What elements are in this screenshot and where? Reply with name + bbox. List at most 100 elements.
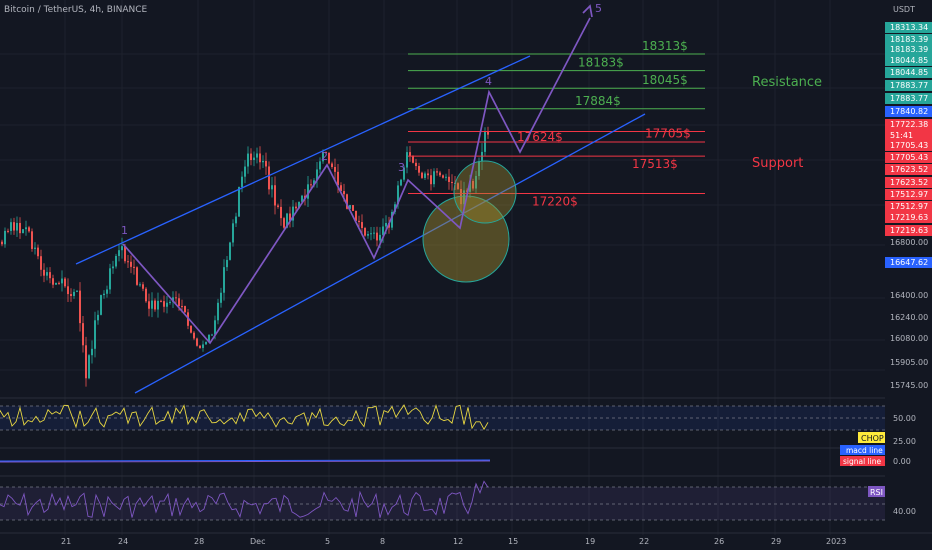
price-tag: 17623.52	[890, 165, 928, 174]
candle-body	[340, 185, 342, 192]
candle-body	[58, 282, 60, 284]
time-tick: 26	[714, 537, 724, 546]
resistance-label: 18183$	[578, 56, 624, 70]
candle-body	[229, 242, 231, 260]
candle-body	[202, 344, 204, 348]
time-tick: Dec	[250, 537, 265, 546]
candle-body	[220, 292, 222, 303]
time-tick: 2023	[826, 537, 846, 546]
candle-body	[334, 166, 336, 172]
candle-body	[424, 173, 426, 178]
price-tag-bg	[885, 80, 932, 91]
candle-body	[64, 278, 66, 287]
rsi-band	[0, 487, 885, 520]
candle-body	[385, 222, 387, 227]
wave-label: 3	[398, 161, 405, 174]
candle-body	[214, 320, 216, 335]
candle-body	[274, 185, 276, 206]
price-tag-bg	[885, 164, 932, 175]
candle-body	[397, 185, 399, 205]
candle-body	[250, 153, 252, 161]
candle-body	[82, 323, 84, 346]
candle-body	[289, 213, 291, 221]
candle-body	[286, 213, 288, 228]
candle-body	[448, 176, 450, 182]
candle-body	[346, 194, 348, 209]
candle-body	[376, 232, 378, 241]
price-tag-bg	[885, 106, 932, 117]
candle-body	[280, 206, 282, 219]
candle-body	[307, 184, 309, 199]
support-label: 17624$	[517, 130, 563, 144]
price-levels: 18313$ 18183$ 18045$ 17884$ 17705$ 17624$ 1751…	[408, 39, 822, 208]
candle-body	[43, 269, 45, 276]
candle-body	[178, 298, 180, 307]
candle-body	[73, 291, 75, 296]
candle-body	[313, 180, 315, 186]
price-tag: 16080.00	[890, 334, 928, 343]
candle-body	[166, 302, 168, 307]
price-tag: 17623.52	[890, 178, 928, 187]
wave-label: 5	[595, 2, 602, 15]
candle-body	[316, 169, 318, 181]
price-tag: 16800.00	[890, 238, 928, 247]
candle-body	[331, 163, 333, 167]
candle-body	[253, 157, 255, 161]
candle-body	[70, 294, 72, 296]
candle-body	[55, 282, 57, 285]
price-tag: 17840.82	[890, 107, 928, 116]
candle-body	[328, 152, 330, 164]
candle-body	[373, 232, 375, 234]
candle-body	[439, 172, 441, 176]
price-tag: 17883.77	[890, 94, 928, 103]
candle-body	[487, 131, 489, 135]
candle-body	[28, 227, 30, 232]
support-label: 17220$	[532, 194, 578, 208]
candle-body	[139, 284, 141, 286]
price-tag: 17705.43	[890, 141, 928, 150]
candle-body	[442, 175, 444, 178]
time-tick: 21	[61, 537, 71, 546]
time-axis[interactable]: 21 24 28 Dec 5 8 12 15 19 22 26 29 2023	[0, 532, 932, 546]
price-tag: 18183.39	[890, 35, 928, 44]
candle-body	[160, 300, 162, 302]
candle-body	[409, 152, 411, 156]
price-tag-bg	[885, 130, 932, 141]
price-tag-bg	[885, 212, 932, 223]
price-tag-bg	[885, 225, 932, 236]
macd-tag: macd line	[846, 446, 883, 455]
candle-body	[10, 222, 12, 231]
price-tag-bg	[885, 201, 932, 212]
drawings: 1 2 3 4 5	[75, 2, 646, 394]
candle-body	[412, 155, 414, 163]
time-tick: 19	[585, 537, 595, 546]
price-tag: 51:41	[890, 131, 913, 140]
price-tag: 16400.00	[890, 291, 928, 300]
signal-line	[0, 460, 491, 463]
candle-body	[31, 231, 33, 249]
time-tick: 15	[508, 537, 518, 546]
channel-upper	[75, 55, 531, 265]
symbol-title[interactable]: Bitcoin / TetherUS, 4h, BINANCE	[4, 5, 148, 15]
candle-body	[478, 161, 480, 176]
candle-body	[400, 179, 402, 186]
candle-body	[199, 345, 201, 348]
price-tag: 18183.39	[890, 45, 928, 54]
macd-line	[0, 459, 491, 462]
rsi-tag: RSI	[870, 488, 883, 497]
candle-body	[1, 241, 3, 245]
candle-body	[67, 286, 69, 295]
price-tag-bg	[885, 177, 932, 188]
candle-body	[403, 167, 405, 180]
indicator-panes	[0, 397, 932, 521]
candle-body	[97, 314, 99, 321]
candle-body	[235, 216, 237, 224]
time-tick: 24	[118, 537, 128, 546]
candle-body	[391, 211, 393, 228]
candle-body	[115, 255, 117, 267]
candle-body	[418, 166, 420, 173]
candle-body	[208, 334, 210, 342]
candle-body	[319, 161, 321, 170]
